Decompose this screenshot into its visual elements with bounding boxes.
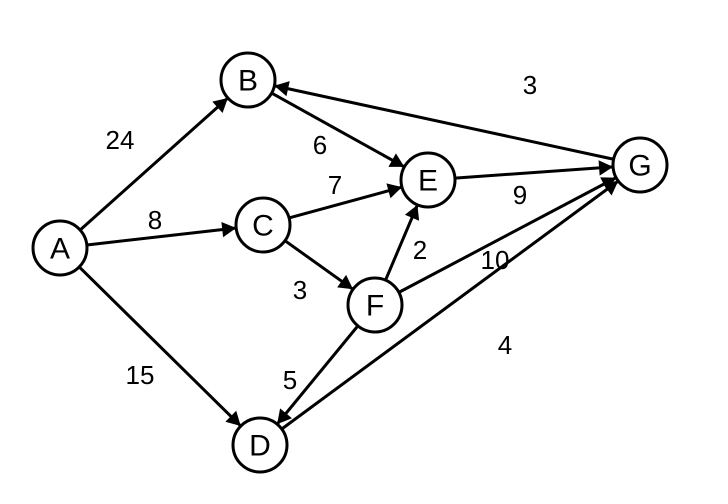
edge-weight-F-D: 5 (283, 365, 297, 395)
node-label-F: F (366, 290, 384, 323)
edge-weight-A-C: 8 (148, 205, 162, 235)
edge-weight-F-E: 2 (413, 235, 427, 265)
node-label-E: E (418, 165, 438, 198)
edge-C-E (289, 187, 402, 218)
arrowhead-icon (337, 275, 353, 289)
node-label-B: B (238, 65, 258, 98)
arrowhead-icon (274, 81, 289, 96)
arrowhead-icon (386, 183, 402, 198)
edge-weight-F-G: 10 (481, 245, 510, 275)
node-label-A: A (50, 233, 70, 266)
edge-E-G (455, 167, 613, 178)
edge-weight-B-E: 6 (313, 130, 327, 160)
node-label-G: G (628, 150, 651, 183)
edge-B-E (272, 93, 405, 167)
edge-weight-A-D: 15 (126, 360, 155, 390)
arrowhead-icon (602, 181, 618, 196)
weighted-directed-graph: A B C D E F G 24 8 15 67 3 2 5 9 10 4 3 (0, 0, 728, 504)
edge-weight-C-F: 3 (293, 275, 307, 305)
edge-weight-C-E: 7 (328, 170, 342, 200)
node-label-C: C (252, 210, 274, 243)
edge-D-G (282, 181, 619, 429)
node-label-D: D (249, 430, 271, 463)
nodes-layer: A B C D E F G (33, 53, 667, 472)
edge-weight-A-B: 24 (106, 125, 135, 155)
edge-weight-D-G: 4 (498, 330, 512, 360)
edge-labels-layer: 24 8 15 67 3 2 5 9 10 4 3 (106, 70, 538, 395)
edge-weight-E-G: 9 (513, 180, 527, 210)
edges-layer (79, 81, 618, 429)
arrowhead-icon (599, 160, 614, 175)
edge-weight-G-B: 3 (523, 70, 537, 100)
edge-A-D (79, 267, 241, 426)
